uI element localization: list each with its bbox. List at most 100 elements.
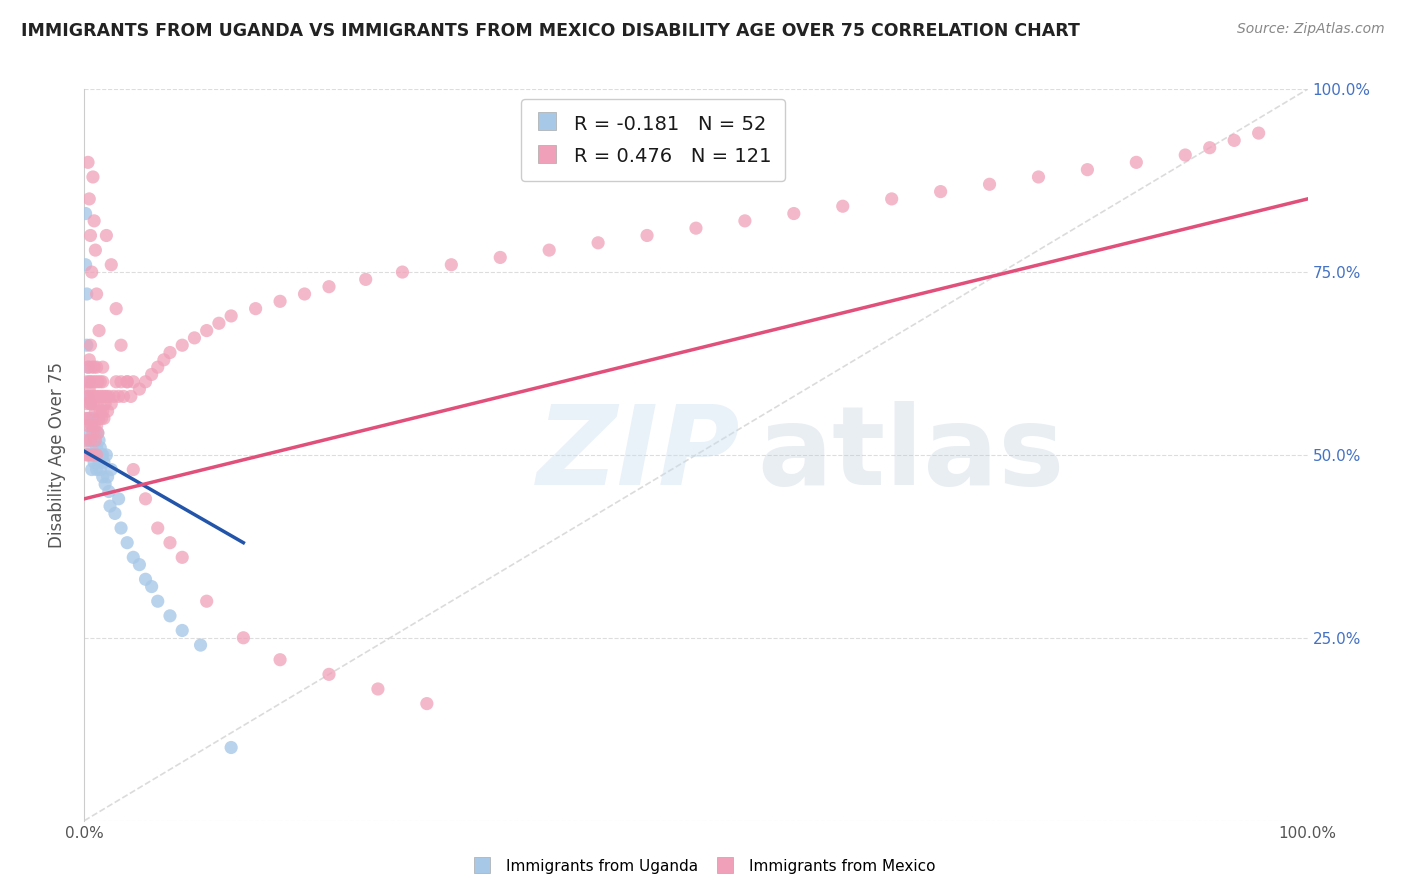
Point (685, 221, 707, 235)
Point (586, 235, 609, 250)
Point (112, 389, 135, 403)
Point (79, 338, 101, 352)
Point (87, 389, 110, 403)
Point (115, 375, 138, 389)
Point (1174, 148, 1197, 162)
Point (831, 199, 853, 213)
Point (122, 550, 145, 565)
Point (135, 572, 157, 586)
Point (734, 214, 756, 228)
Text: ZIP: ZIP (537, 401, 741, 508)
Point (83, 418, 105, 433)
Point (77, 375, 100, 389)
Point (75, 258, 97, 272)
Point (77, 352, 100, 367)
Point (110, 375, 132, 389)
Point (79, 228, 101, 243)
Point (76, 375, 98, 389)
Point (80, 418, 103, 433)
Point (86, 287, 108, 301)
Point (80, 389, 103, 403)
Point (77, 418, 100, 433)
Point (91, 375, 114, 389)
Point (87, 425, 110, 440)
Point (89, 404, 111, 418)
Point (77, 155, 100, 169)
Point (89, 441, 111, 455)
Point (979, 178, 1001, 192)
Point (87, 375, 110, 389)
Point (84, 375, 107, 389)
Point (87, 434, 110, 448)
Point (84, 434, 107, 448)
Point (636, 228, 658, 243)
Point (1028, 169, 1050, 184)
Point (83, 455, 105, 469)
Point (79, 448, 101, 462)
Point (172, 338, 194, 352)
Point (83, 360, 105, 375)
Point (77, 389, 100, 403)
Point (87, 411, 110, 425)
Point (82, 375, 104, 389)
Point (77, 360, 100, 375)
Point (93, 389, 115, 403)
Point (269, 653, 291, 667)
Legend: R = -0.181   N = 52, R = 0.476   N = 121: R = -0.181 N = 52, R = 0.476 N = 121 (522, 99, 785, 181)
Point (219, 740, 242, 755)
Point (110, 338, 132, 352)
Point (90, 411, 112, 425)
Point (97, 389, 120, 403)
Point (105, 375, 128, 389)
Point (91, 448, 114, 462)
Point (195, 324, 218, 338)
Point (86, 418, 108, 433)
Point (84, 243, 107, 257)
Point (159, 345, 181, 359)
Point (90, 448, 112, 462)
Point (79, 397, 101, 411)
Point (107, 389, 129, 403)
Point (122, 375, 145, 389)
Point (219, 309, 242, 323)
Point (79, 434, 101, 448)
Point (89, 462, 111, 476)
Point (76, 448, 98, 462)
Point (103, 389, 125, 403)
Point (83, 214, 105, 228)
Point (76, 287, 98, 301)
Point (77, 192, 100, 206)
Point (232, 631, 254, 645)
Point (91, 404, 114, 418)
Point (90, 389, 112, 403)
Point (141, 368, 163, 382)
Point (80, 265, 103, 279)
Point (80, 462, 103, 476)
Point (86, 462, 108, 476)
Point (100, 397, 122, 411)
Point (86, 389, 108, 403)
Point (354, 272, 377, 286)
Point (84, 404, 107, 418)
Y-axis label: Disability Age Over 75: Disability Age Over 75 (48, 362, 66, 548)
Point (146, 360, 169, 375)
Point (1198, 141, 1220, 155)
Point (190, 638, 212, 652)
Point (91, 470, 114, 484)
Point (128, 558, 150, 572)
Point (82, 448, 104, 462)
Point (104, 507, 127, 521)
Point (94, 477, 117, 491)
Point (77, 434, 100, 448)
Point (153, 352, 176, 367)
Point (77, 382, 100, 396)
Point (97, 404, 120, 418)
Point (783, 206, 806, 220)
Text: atlas: atlas (758, 401, 1064, 508)
Point (80, 418, 103, 433)
Point (100, 462, 122, 476)
Point (1125, 155, 1147, 169)
Point (94, 397, 117, 411)
Point (100, 258, 122, 272)
Point (86, 448, 108, 462)
